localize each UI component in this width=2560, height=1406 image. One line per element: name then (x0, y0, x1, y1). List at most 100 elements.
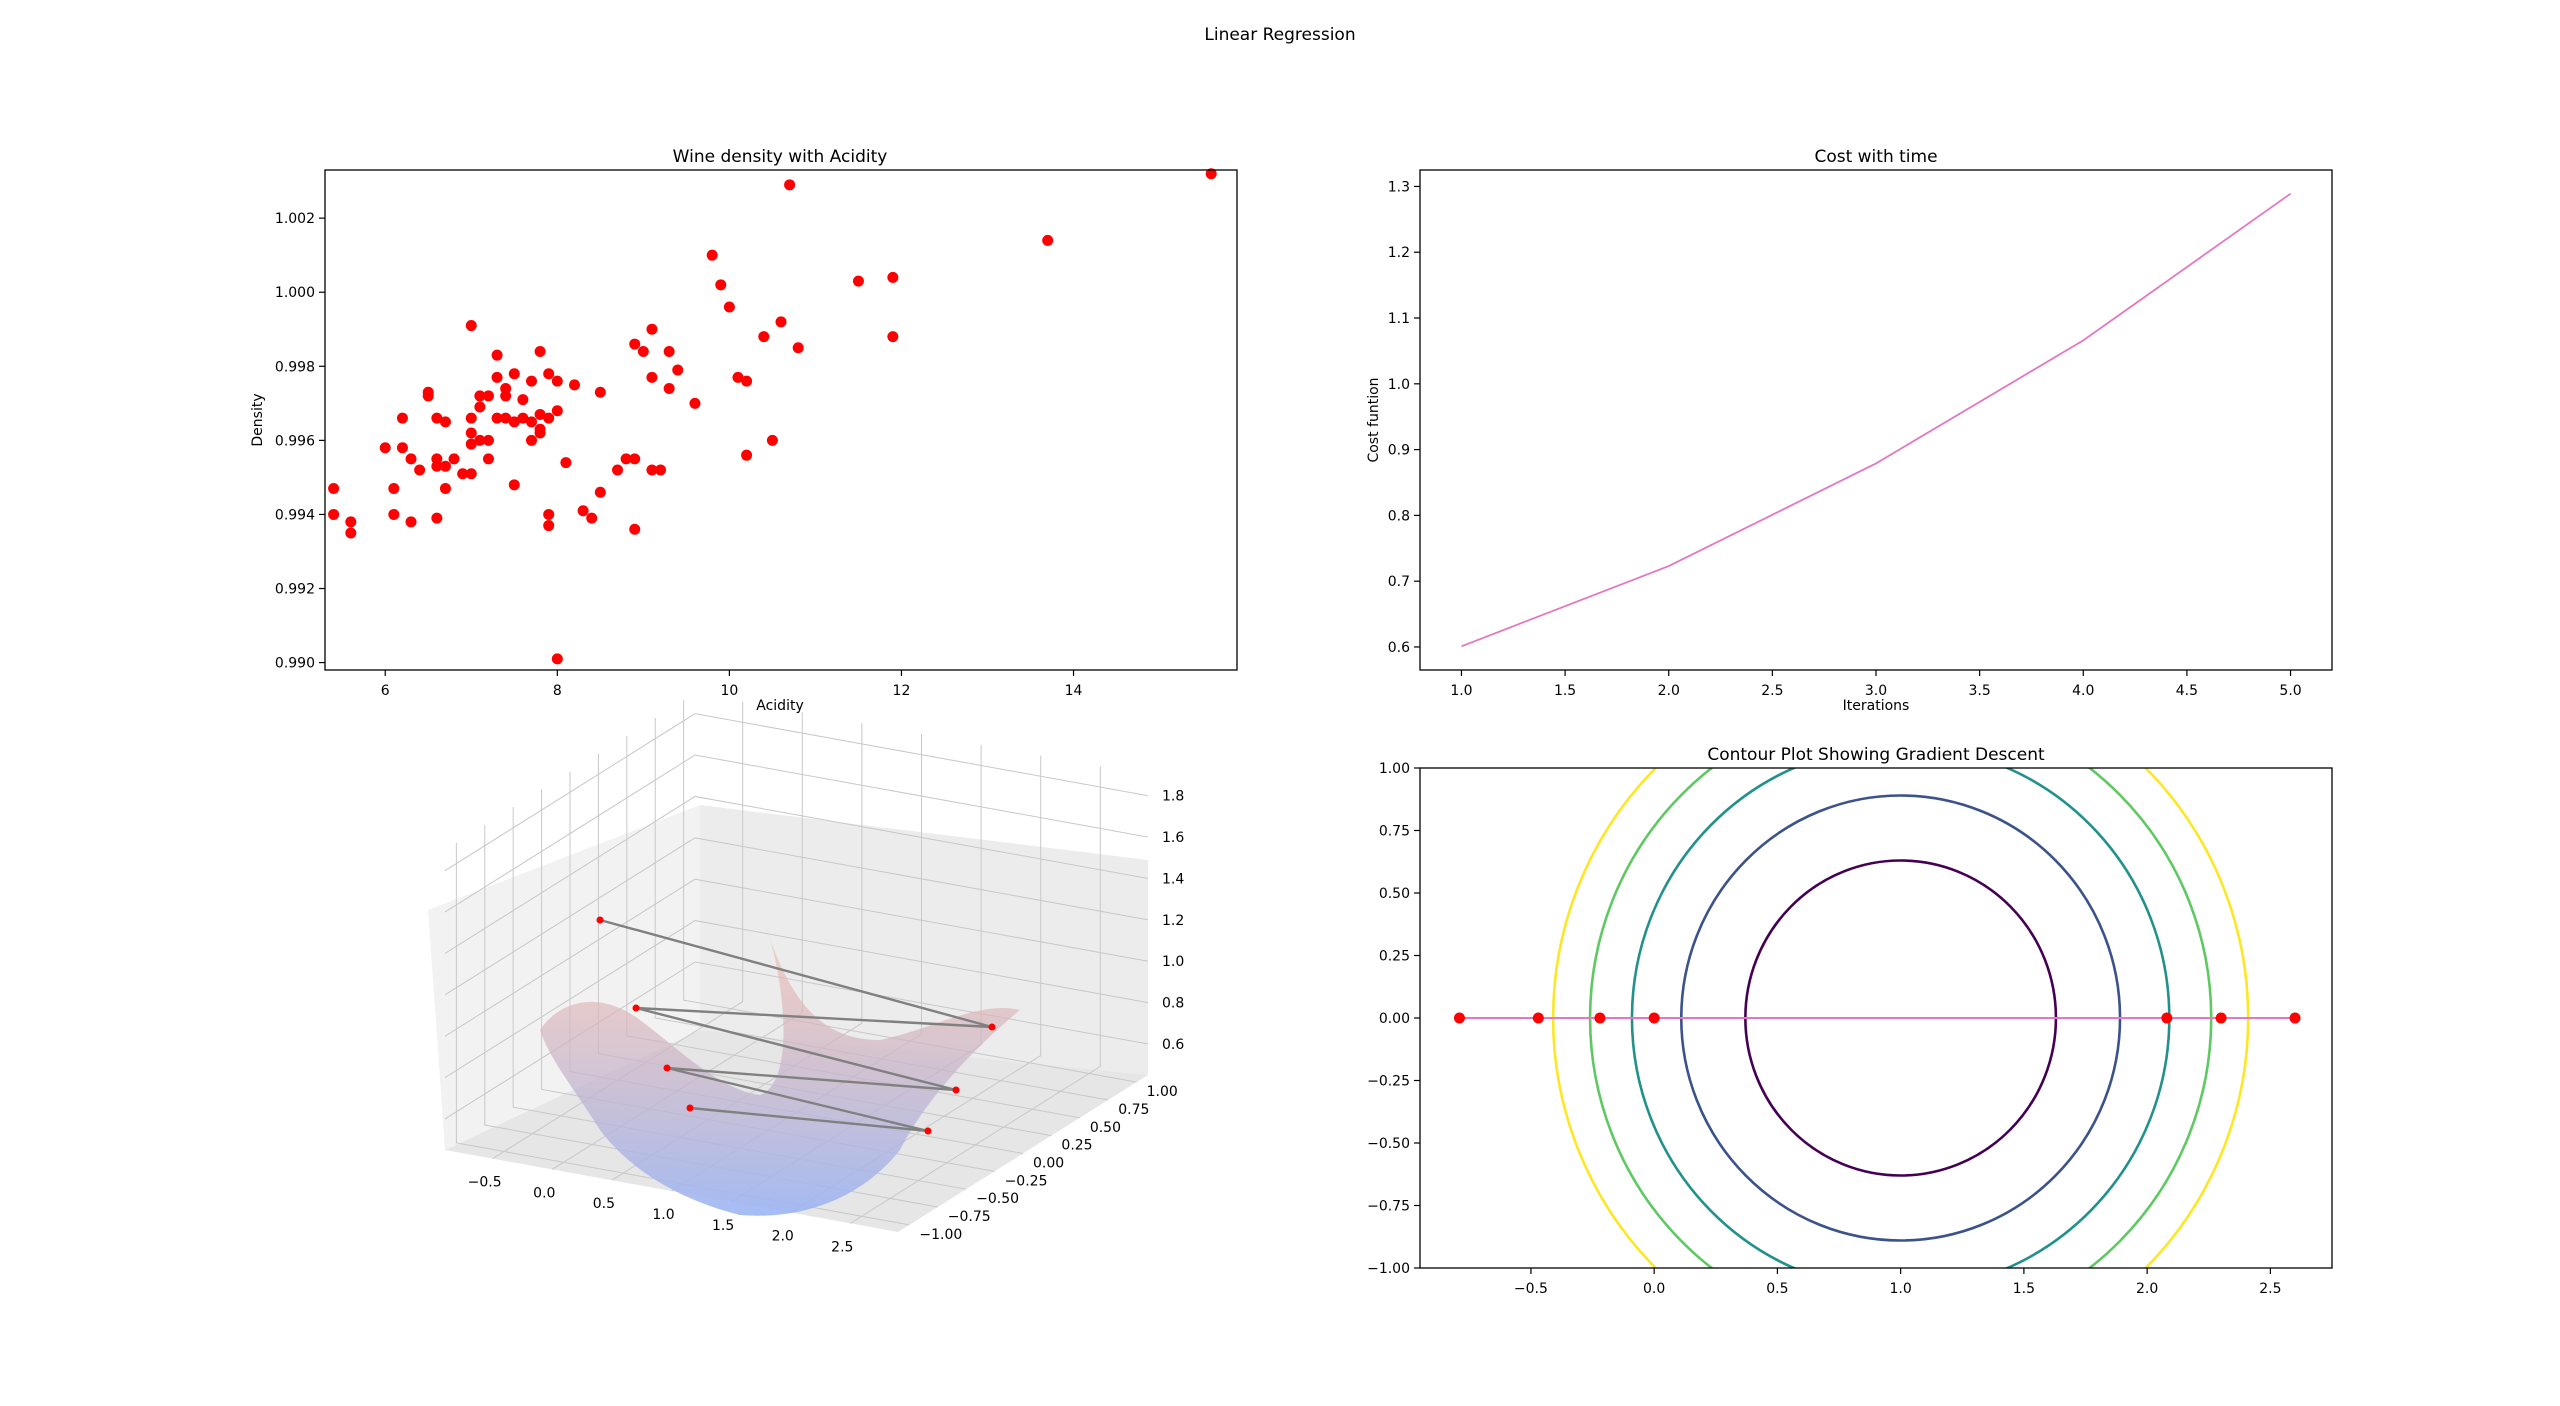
wine-scatter-point (629, 338, 641, 350)
surface-3d-xtick-label: 2.0 (772, 1229, 794, 1245)
surface-3d-xtick-label: 0.5 (593, 1196, 615, 1212)
gradient-descent-point (2161, 1012, 2173, 1024)
wine-scatter-point (655, 464, 667, 476)
wine-scatter-point (534, 427, 546, 439)
surface-3d-gridline (444, 920, 1149, 1079)
wine-scatter-point (551, 375, 563, 387)
surface-3d-gridline (850, 766, 1101, 1224)
cost-line-xlabel: Iterations (1843, 698, 1910, 714)
wine-scatter-point (508, 368, 520, 380)
surface-3d-gridline (492, 701, 744, 1160)
wine-scatter-point (508, 479, 520, 491)
wine-scatter-point (500, 390, 512, 402)
cost-line-xtick-label: 5.0 (2279, 683, 2301, 699)
wine-scatter-frame (324, 169, 1238, 671)
surface-3d-ytick-label: 0.00 (1033, 1156, 1064, 1172)
wine-scatter-point (586, 512, 598, 524)
wine-scatter-point (637, 345, 649, 357)
wine-scatter-point (766, 434, 778, 446)
wine-scatter-point (474, 434, 486, 446)
wine-scatter-point (663, 383, 675, 395)
wine-scatter-point (758, 331, 770, 343)
wine-scatter-point (345, 527, 357, 539)
wine-scatter-point (620, 453, 632, 465)
wine-scatter-point (491, 349, 503, 361)
wine-scatter-point (482, 434, 494, 446)
wine-scatter-point (543, 368, 555, 380)
wine-scatter-point (852, 275, 864, 287)
wine-scatter-point (482, 453, 494, 465)
contour-xtick-label: 1.0 (1890, 1281, 1912, 1297)
contour-ytick-label: 1.00 (1379, 761, 1410, 777)
surface-3d-gridline (444, 795, 1149, 954)
contour-ytick-label: −0.25 (1367, 1074, 1410, 1090)
wine-scatter-point (439, 460, 451, 472)
surface-3d-xtick-label: 0.0 (533, 1185, 555, 1201)
wine-scatter-ytick-label: 1.000 (275, 285, 315, 301)
wine-scatter-point (534, 345, 546, 357)
contour-ytick-label: −1.00 (1367, 1261, 1410, 1277)
wine-scatter-point (741, 375, 753, 387)
contour-ytick-label: −0.50 (1367, 1136, 1410, 1152)
wine-scatter-ylabel: Density (250, 393, 266, 446)
wine-scatter-point (474, 390, 486, 402)
surface-3d-xtick-label: −0.5 (468, 1175, 502, 1191)
surface-3d-ztick-label: 1.2 (1162, 913, 1184, 929)
wine-scatter-point (646, 323, 658, 335)
wine-scatter-point (629, 523, 641, 535)
wine-scatter-point (465, 438, 477, 450)
wine-scatter-point (1205, 168, 1217, 180)
wine-scatter-point (663, 345, 675, 357)
cost-line-ytick-label: 0.9 (1388, 443, 1410, 459)
wine-scatter-point (723, 301, 735, 313)
wine-scatter-point (508, 416, 520, 428)
contour-ytick-label: 0.75 (1379, 824, 1410, 840)
wine-scatter-point (1042, 234, 1054, 246)
wine-scatter-point (491, 412, 503, 424)
surface-3d-gridline (444, 837, 1149, 996)
wine-scatter-xtick-label: 6 (381, 683, 390, 699)
surface-3d-descent-point (924, 1127, 932, 1135)
wine-scatter-point (431, 412, 443, 424)
cost-line-xtick-label: 3.0 (1865, 683, 1887, 699)
wine-scatter-point (465, 320, 477, 332)
surface-3d-ztick-label: 0.6 (1162, 1037, 1184, 1053)
wine-scatter-xtick-label: 14 (1065, 683, 1083, 699)
surface-3d-descent-point (596, 916, 604, 924)
surface-3d-xtick-label: 1.0 (652, 1207, 674, 1223)
surface-3d-ztick-label: 0.8 (1162, 996, 1184, 1012)
wine-scatter-title: Wine density with Acidity (673, 147, 888, 167)
surface-3d-ytick-label: −0.75 (948, 1209, 991, 1225)
gradient-descent-point (1648, 1012, 1660, 1024)
wine-scatter-point (551, 405, 563, 417)
wine-scatter-point (422, 390, 434, 402)
cost-line-ytick-label: 1.1 (1388, 311, 1410, 327)
wine-scatter-point (474, 401, 486, 413)
wine-scatter-point (525, 375, 537, 387)
cost-line-ytick-label: 0.8 (1388, 508, 1410, 524)
wine-scatter-ytick-label: 0.998 (275, 359, 315, 375)
surface-3d-descent-point (988, 1023, 996, 1031)
contour-ytick-label: 0.00 (1379, 1011, 1410, 1027)
wine-scatter-point (396, 442, 408, 454)
surface-3d-ztick-label: 1.0 (1162, 954, 1184, 970)
figure-suptitle: Linear Regression (1204, 25, 1355, 45)
gradient-descent-point (2215, 1012, 2227, 1024)
surface-3d-ytick-label: 0.50 (1090, 1120, 1121, 1136)
cost-line-series (1461, 192, 2292, 648)
surface-3d-ytick-label: −0.25 (1005, 1173, 1048, 1189)
cost-line-ytick-label: 0.6 (1388, 640, 1410, 656)
surface-3d-ztick-label: 1.6 (1162, 830, 1184, 846)
cost-line-ylabel: Cost funtion (1366, 377, 1382, 462)
wine-scatter-point (448, 453, 460, 465)
wine-scatter-point (405, 453, 417, 465)
surface-3d-ytick-label: −1.00 (919, 1227, 962, 1243)
cost-line-xtick-label: 3.5 (1969, 683, 1991, 699)
wine-scatter-xtick-label: 10 (720, 683, 738, 699)
wine-scatter-point (775, 316, 787, 328)
wine-scatter-ytick-label: 0.996 (275, 433, 315, 449)
wine-scatter-point (525, 416, 537, 428)
wine-scatter-point (594, 386, 606, 398)
cost-line-chart: Cost with time Iterations Cost funtion 1… (1366, 147, 2333, 714)
wine-scatter-point (887, 271, 899, 283)
